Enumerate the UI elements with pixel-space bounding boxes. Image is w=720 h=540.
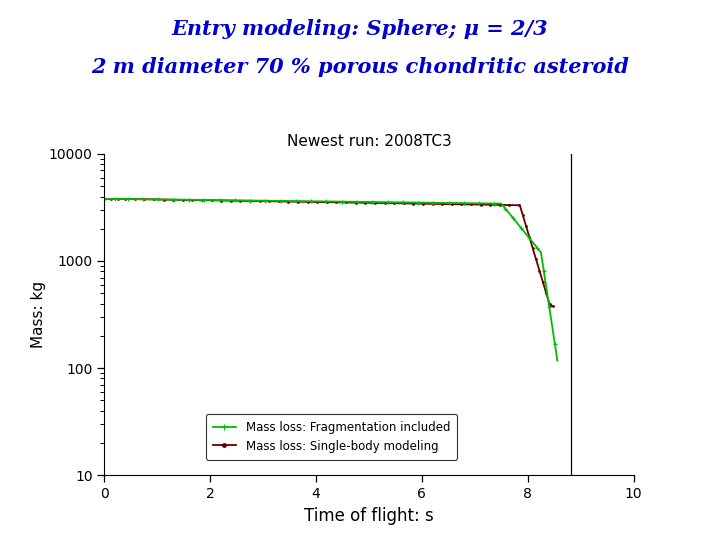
Text: 2 m diameter 70 % porous chondritic asteroid: 2 m diameter 70 % porous chondritic aste…: [91, 57, 629, 77]
X-axis label: Time of flight: s: Time of flight: s: [304, 507, 434, 524]
Text: Entry modeling: Sphere; μ = 2/3: Entry modeling: Sphere; μ = 2/3: [171, 19, 549, 39]
Title: Newest run: 2008TC3: Newest run: 2008TC3: [287, 133, 451, 148]
Y-axis label: Mass: kg: Mass: kg: [31, 281, 46, 348]
Legend: Mass loss: Fragmentation included, Mass loss: Single-body modeling: Mass loss: Fragmentation included, Mass …: [205, 414, 457, 460]
